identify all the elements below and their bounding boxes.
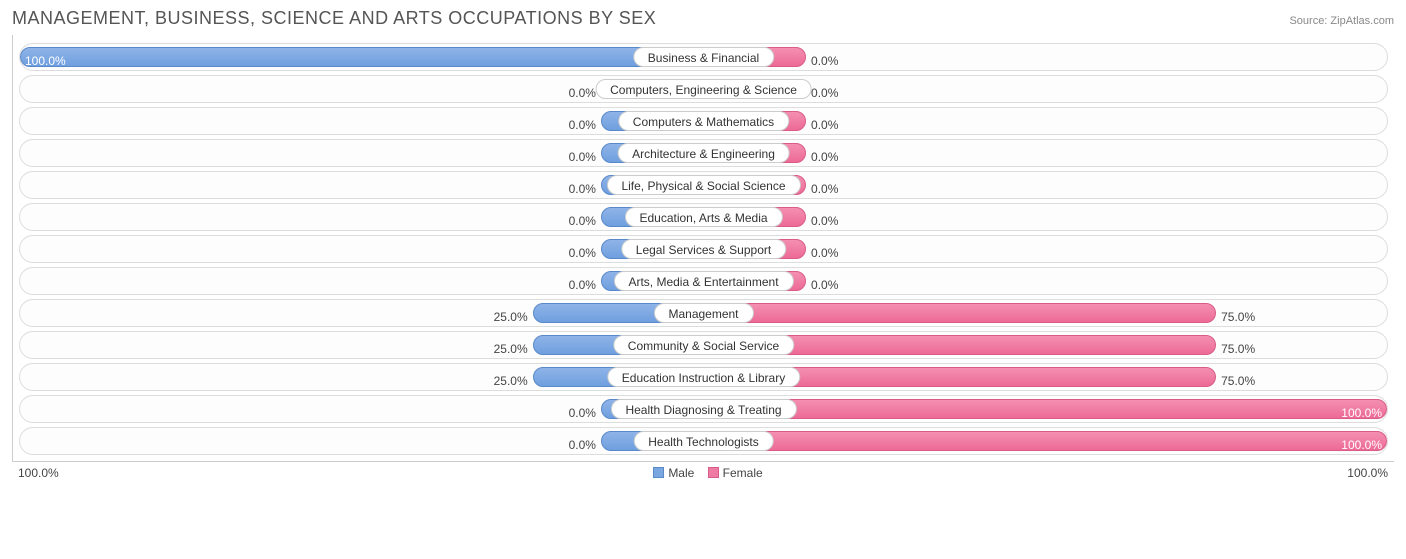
chart-row: 0.0%100.0%Health Technologists: [19, 427, 1388, 455]
male-pct-label: 25.0%: [494, 368, 534, 391]
male-pct-label: 0.0%: [569, 400, 602, 423]
male-pct-label: 100.0%: [25, 48, 66, 71]
category-label: Arts, Media & Entertainment: [613, 271, 793, 291]
category-label: Health Diagnosing & Treating: [610, 399, 796, 419]
male-pct-label: 0.0%: [569, 144, 602, 167]
male-pct-label: 0.0%: [569, 432, 602, 455]
chart-row: 0.0% 0.0% Arts, Media & Entertainment: [19, 267, 1388, 295]
chart-row: 0.0% 0.0% Architecture & Engineering: [19, 139, 1388, 167]
female-pct-label: 0.0%: [805, 240, 838, 263]
chart-header: MANAGEMENT, BUSINESS, SCIENCE AND ARTS O…: [12, 8, 1394, 29]
female-pct-label: 0.0%: [805, 48, 838, 71]
male-pct-label: 0.0%: [569, 208, 602, 231]
male-pct-label: 0.0%: [569, 240, 602, 263]
female-pct-label: 100.0%: [1341, 400, 1382, 423]
chart-title: MANAGEMENT, BUSINESS, SCIENCE AND ARTS O…: [12, 8, 656, 29]
chart-row: 0.0%100.0%Health Diagnosing & Treating: [19, 395, 1388, 423]
chart-row: 25.0% 75.0% Community & Social Service: [19, 331, 1388, 359]
female-pct-label: 0.0%: [805, 144, 838, 167]
category-label: Health Technologists: [633, 431, 774, 451]
category-label: Business & Financial: [633, 47, 774, 67]
male-pct-label: 25.0%: [494, 336, 534, 359]
category-label: Computers & Mathematics: [618, 111, 789, 131]
male-pct-label: 0.0%: [569, 112, 602, 135]
female-pct-label: 0.0%: [805, 208, 838, 231]
chart-source: Source: ZipAtlas.com: [1289, 15, 1394, 27]
female-bar: 100.0%: [704, 399, 1388, 419]
female-pct-label: 0.0%: [805, 112, 838, 135]
legend-male-label: Male: [668, 466, 694, 480]
chart-row: 0.0% 0.0% Computers & Mathematics: [19, 107, 1388, 135]
female-pct-label: 75.0%: [1215, 336, 1255, 359]
chart-row: 0.0% 0.0% Education, Arts & Media: [19, 203, 1388, 231]
category-label: Management: [653, 303, 753, 323]
category-label: Computers, Engineering & Science: [595, 79, 812, 99]
chart-row: 100.0% 0.0% Business & Financial: [19, 43, 1388, 71]
chart-row: 25.0%75.0%Management: [19, 299, 1388, 327]
category-label: Architecture & Engineering: [617, 143, 790, 163]
chart-row: 0.0% 0.0% Legal Services & Support: [19, 235, 1388, 263]
male-pct-label: 0.0%: [569, 176, 602, 199]
female-bar: 100.0%: [704, 431, 1388, 451]
male-bar: 100.0%: [20, 47, 704, 67]
legend-female-label: Female: [723, 466, 763, 480]
female-pct-label: 100.0%: [1341, 432, 1382, 455]
chart-row: 0.0% 0.0%Life, Physical & Social Science: [19, 171, 1388, 199]
category-label: Education, Arts & Media: [624, 207, 782, 227]
female-swatch-icon: [708, 467, 719, 478]
category-label: Legal Services & Support: [621, 239, 786, 259]
female-pct-label: 0.0%: [805, 176, 838, 199]
female-bar: 75.0%: [704, 303, 1217, 323]
female-pct-label: 75.0%: [1215, 304, 1255, 327]
chart-row: 25.0% 75.0% Education Instruction & Librar…: [19, 363, 1388, 391]
female-pct-label: 0.0%: [805, 272, 838, 295]
legend: Male Female: [59, 466, 1348, 480]
diverging-bar-chart: 100.0%0.0%Business & Financial0.0%0.0%Co…: [12, 35, 1394, 462]
axis-left-label: 100.0%: [12, 466, 59, 480]
female-pct-label: 75.0%: [1215, 368, 1255, 391]
category-label: Community & Social Service: [613, 335, 794, 355]
chart-footer: 100.0% Male Female 100.0%: [12, 466, 1394, 480]
male-pct-label: 25.0%: [494, 304, 534, 327]
chart-row: 0.0%0.0%Computers, Engineering & Science: [19, 75, 1388, 103]
category-label: Life, Physical & Social Science: [606, 175, 800, 195]
male-swatch-icon: [653, 467, 664, 478]
male-pct-label: 0.0%: [569, 272, 602, 295]
category-label: Education Instruction & Library: [607, 367, 800, 387]
axis-right-label: 100.0%: [1347, 466, 1394, 480]
